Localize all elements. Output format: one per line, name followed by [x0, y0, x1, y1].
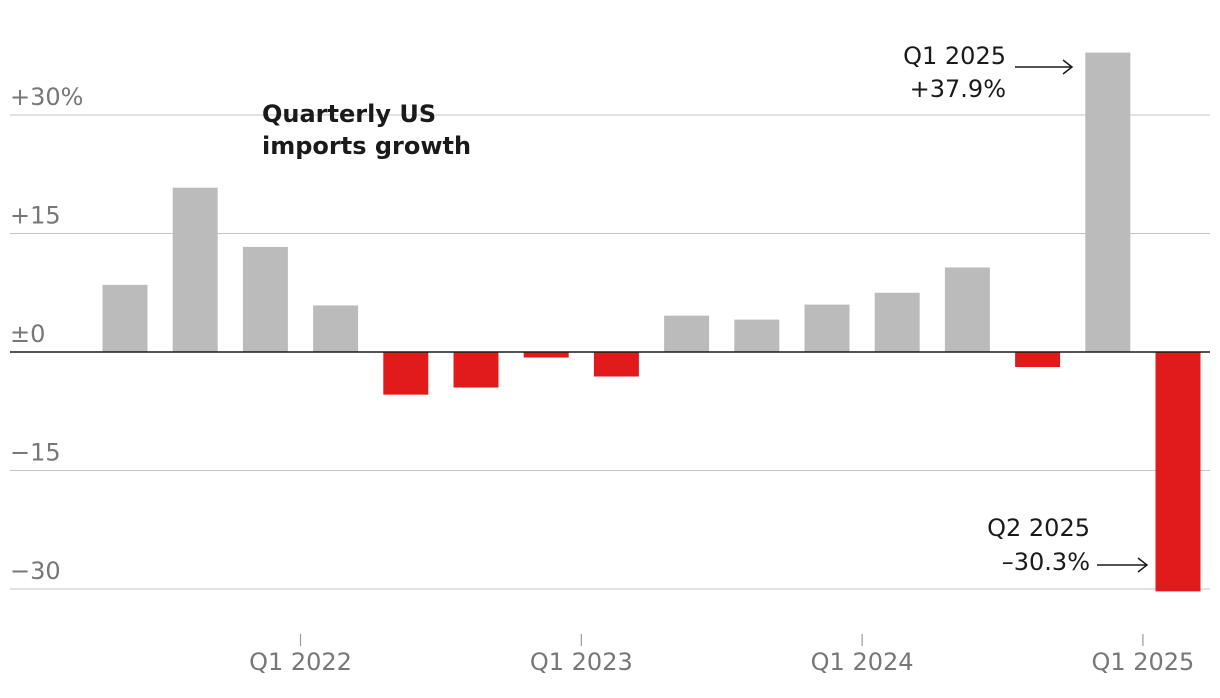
bar-q4-2024: [1015, 352, 1061, 368]
bar-q3-2024: [944, 267, 990, 352]
bars: [102, 52, 1201, 592]
bar-q1-2023: [523, 352, 569, 358]
bar-q4-2023: [734, 319, 780, 352]
bar-q2-2024: [874, 292, 920, 352]
x-tick-label: Q1 2025: [1091, 648, 1194, 676]
bar-q3-2021: [102, 284, 148, 352]
bar-q3-2023: [664, 315, 710, 352]
bar-q2-2022: [313, 305, 359, 352]
y-tick-label: +15: [10, 202, 61, 230]
annotation-q1-2025-arrow: [1015, 59, 1074, 75]
x-tick-label: Q1 2022: [249, 648, 352, 676]
y-tick-label: ±0: [10, 320, 45, 348]
bar-q4-2022: [453, 352, 499, 388]
bar-q1-2025: [1085, 52, 1131, 353]
x-tick-label: Q1 2023: [530, 648, 633, 676]
chart-title-line-1: Quarterly US: [262, 100, 436, 128]
bar-q2-2025: [1155, 352, 1201, 592]
annotation-q1-2025: Q1 2025 +37.9%: [903, 42, 1074, 103]
bar-q3-2022: [383, 352, 429, 395]
annotation-q2-2025-label: Q2 2025: [987, 514, 1090, 542]
annotation-q2-2025: Q2 2025 –30.3%: [987, 514, 1149, 576]
annotation-q2-2025-arrow: [1097, 557, 1149, 573]
annotation-q1-2025-value: +37.9%: [910, 75, 1006, 103]
bar-q2-2023: [593, 352, 639, 377]
y-tick-label: −15: [10, 439, 61, 467]
bar-q1-2024: [804, 304, 850, 352]
bar-q4-2021: [172, 187, 218, 352]
x-axis-ticks: Q1 2022 Q1 2023 Q1 2024 Q1 2025: [249, 634, 1194, 676]
bar-q1-2022: [242, 246, 288, 352]
chart-title-line-2: imports growth: [262, 132, 471, 160]
y-tick-label: +30%: [10, 83, 83, 111]
chart-title: Quarterly US imports growth: [262, 100, 471, 160]
y-axis-ticks: +30% +15 ±0 −15 −30: [10, 83, 83, 585]
y-tick-label: −30: [10, 557, 61, 585]
annotation-q1-2025-label: Q1 2025: [903, 42, 1006, 70]
annotation-q2-2025-value: –30.3%: [1002, 548, 1090, 576]
x-tick-label: Q1 2024: [811, 648, 914, 676]
